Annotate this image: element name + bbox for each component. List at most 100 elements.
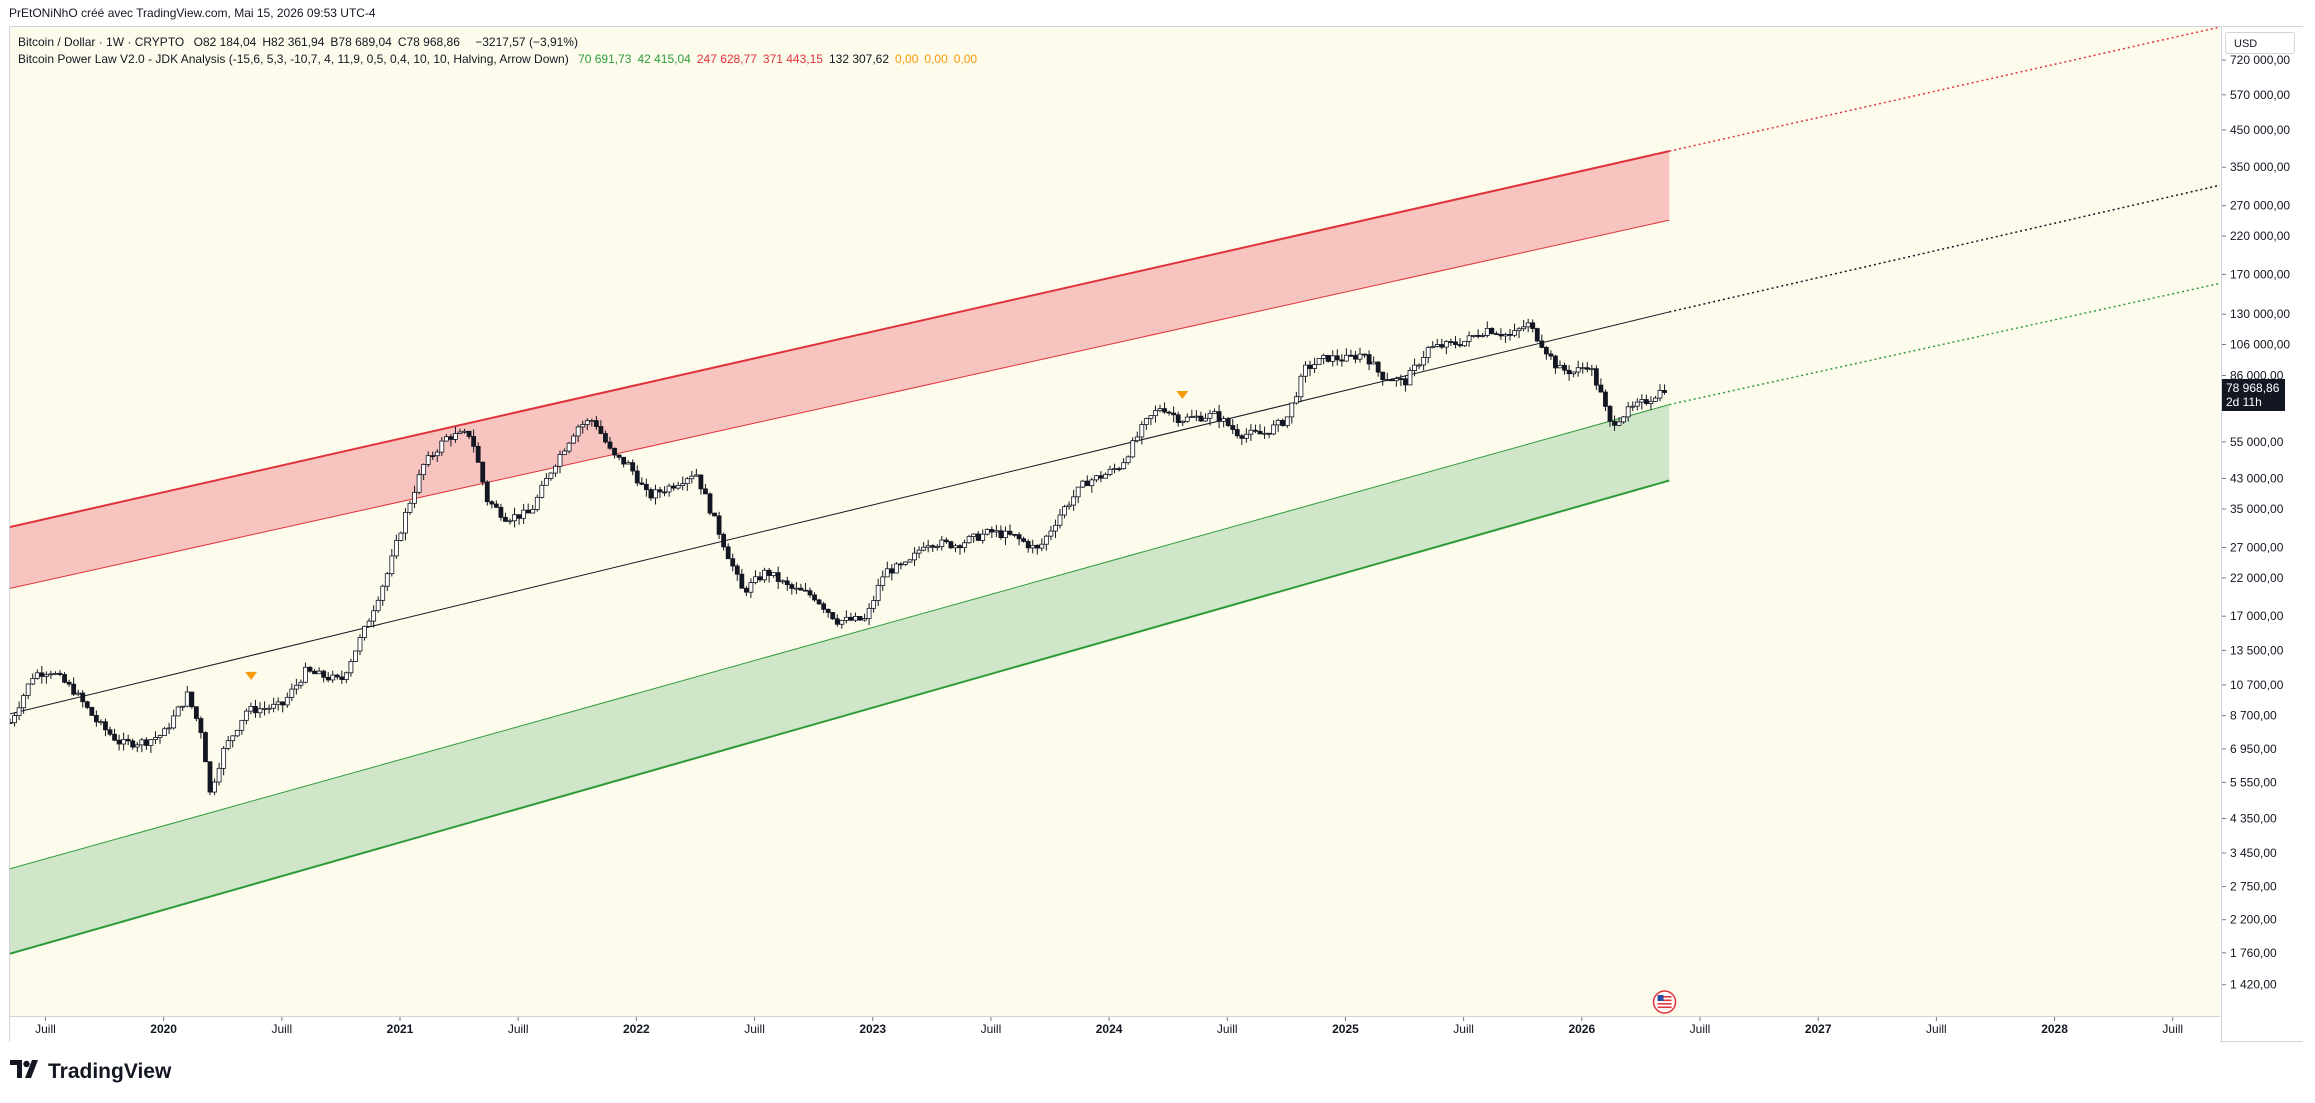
- candle-down: [1166, 411, 1172, 414]
- candle-down: [1530, 322, 1536, 329]
- candle-down: [107, 729, 113, 735]
- candle-up: [1221, 418, 1227, 422]
- candle-down: [1334, 355, 1340, 361]
- candle-down: [734, 565, 740, 575]
- candle-down: [493, 503, 499, 508]
- candle-down: [448, 436, 454, 440]
- candle-up: [303, 666, 308, 683]
- candle-down: [1266, 432, 1272, 435]
- candle-up: [443, 436, 449, 442]
- candle-up: [953, 545, 958, 549]
- candle-up: [1271, 424, 1277, 435]
- candle-up: [912, 552, 917, 561]
- candle-up: [1407, 370, 1413, 386]
- candle-down: [703, 488, 708, 495]
- candle-down: [62, 674, 67, 683]
- candle-down: [89, 707, 95, 716]
- candle-up: [553, 465, 558, 474]
- candle-up: [1130, 440, 1136, 458]
- candle-up: [1121, 462, 1127, 470]
- candle-up: [1634, 401, 1640, 407]
- candle-down: [1453, 341, 1458, 345]
- candle-up: [43, 674, 49, 677]
- candle-down: [498, 506, 504, 518]
- upper-band-top-line: [10, 150, 1670, 528]
- candle-up: [1275, 419, 1281, 426]
- time-tick-label: 2020: [150, 1022, 177, 1036]
- candle-down: [812, 594, 817, 601]
- candle-up: [1203, 417, 1208, 422]
- candle-up: [1625, 406, 1631, 418]
- candle-up: [1248, 429, 1254, 435]
- candle-up: [98, 721, 104, 724]
- candle-up: [162, 728, 167, 736]
- candle-down: [757, 576, 763, 581]
- candle-up: [1516, 328, 1522, 332]
- candle-up: [539, 484, 545, 498]
- currency-selector[interactable]: USD: [2225, 32, 2295, 54]
- legend-ohlc: O82 184,04 H82 361,94 B78 689,04 C78 968,86: [194, 35, 466, 49]
- plot-area[interactable]: [10, 27, 2220, 1016]
- candle-up: [1462, 340, 1467, 347]
- candle-down: [1603, 391, 1608, 407]
- candle-down: [1025, 541, 1031, 549]
- price-tick-label: 5 550,00: [2230, 775, 2277, 789]
- time-tick-label: Juill: [744, 1022, 765, 1036]
- tradingview-brand[interactable]: TradingView: [10, 1060, 171, 1084]
- candle-down: [339, 676, 345, 680]
- candle-up: [1053, 524, 1058, 532]
- candle-down: [1662, 390, 1667, 393]
- candle-up: [266, 707, 272, 710]
- candle-down: [1175, 414, 1181, 423]
- candle-up: [1284, 416, 1290, 426]
- price-tick-label: 350 000,00: [2230, 160, 2290, 174]
- candle-up: [16, 707, 22, 716]
- candle-up: [862, 618, 867, 621]
- candle-up: [1648, 400, 1654, 404]
- candle-down: [1307, 364, 1313, 369]
- candle-down: [1348, 354, 1354, 357]
- candle-down: [475, 445, 481, 463]
- candle-down: [621, 456, 627, 465]
- candle-down: [116, 739, 122, 745]
- candle-up: [1312, 364, 1317, 369]
- price-axis-ticks: 720 000,00 570 000,00 450 000,00 350 000,00…: [2222, 53, 2290, 992]
- price-axis[interactable]: 720 000,00 570 000,00 450 000,00 350 000,00…: [2221, 27, 2303, 1041]
- price-tick-label: 13 500,00: [2230, 643, 2284, 657]
- indicator-value: 247 628,77: [696, 52, 757, 66]
- candle-up: [389, 555, 395, 575]
- us-flag-event-icon[interactable]: [1652, 990, 1677, 1014]
- time-tick-label: Juill: [1690, 1022, 1711, 1036]
- candle-up: [675, 485, 681, 489]
- candle-down: [71, 683, 77, 695]
- candle-down: [112, 733, 117, 741]
- price-tick-label: 17 000,00: [2230, 609, 2284, 623]
- candle-up: [1480, 335, 1486, 337]
- candle-down: [598, 426, 604, 434]
- tradingview-logo-icon: [10, 1060, 42, 1084]
- time-tick-label: Juill: [1453, 1022, 1474, 1036]
- candle-down: [1607, 405, 1613, 422]
- candle-up: [416, 474, 422, 493]
- candle-up: [298, 681, 304, 686]
- candle-up: [575, 426, 581, 437]
- time-tick-label: Juill: [35, 1022, 56, 1036]
- time-axis[interactable]: Juill 2020 Juill 2021 Juill 2022 Juill 2023 Juil…: [10, 1016, 2220, 1042]
- candle-up: [589, 420, 595, 422]
- candle-up: [1357, 353, 1363, 360]
- price-tick-label: 27 000,00: [2230, 541, 2284, 555]
- candle-up: [371, 610, 377, 622]
- candle-down: [1034, 544, 1040, 549]
- candle-down: [1534, 328, 1540, 342]
- time-tick-label: 2024: [1096, 1022, 1123, 1036]
- candle-up: [971, 533, 977, 537]
- last-price-tag: 78 968,86 2d 11h: [2222, 379, 2285, 412]
- candle-down: [93, 715, 99, 723]
- price-tick-label: 2 200,00: [2230, 913, 2277, 927]
- candle-down: [1230, 425, 1236, 430]
- time-tick-label: Juill: [508, 1022, 529, 1036]
- ohlc-label: C: [397, 35, 407, 49]
- candle-down: [775, 572, 781, 582]
- candle-down: [816, 599, 822, 605]
- candle-up: [171, 715, 177, 729]
